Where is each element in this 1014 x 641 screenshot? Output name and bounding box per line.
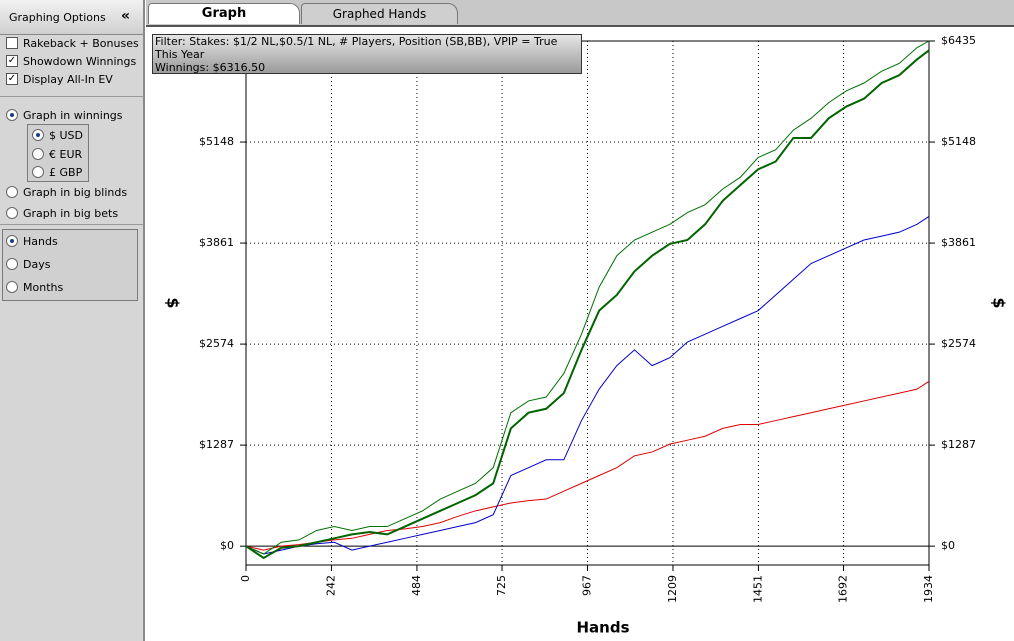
radio-dot <box>32 129 44 141</box>
series-line <box>245 216 930 555</box>
y-tick-label-right: $0 <box>941 539 955 552</box>
y-tick-label-right: $5148 <box>941 135 976 148</box>
sidebar: Graphing Options « Rakeback + Bonuses ✓ S… <box>0 0 145 641</box>
radio-label: £ GBP <box>49 165 83 179</box>
x-tick-label: 484 <box>410 575 423 596</box>
radio-dot <box>6 109 18 121</box>
tab[interactable]: Graphed Hands <box>301 3 458 24</box>
radio-dot <box>32 166 44 178</box>
radio[interactable]: Hands <box>6 233 58 249</box>
checkbox-box <box>6 37 18 49</box>
radio-label: € EUR <box>49 147 83 161</box>
radio-label: Days <box>23 257 51 271</box>
radio-dot <box>6 207 18 219</box>
checkbox[interactable]: ✓ Display All-In EV <box>6 71 113 87</box>
checkbox[interactable]: Rakeback + Bonuses <box>6 35 139 51</box>
x-tick-label: 1209 <box>666 575 679 603</box>
checkbox[interactable]: ✓ Showdown Winnings <box>6 53 136 69</box>
y-tick-label-right: $6435 <box>941 34 976 47</box>
y-tick-label: $5148 <box>199 135 234 148</box>
tab[interactable]: Graph <box>148 3 300 24</box>
radio[interactable]: € EUR <box>32 146 82 162</box>
series-line <box>245 49 930 560</box>
series-line <box>245 40 930 555</box>
y-tick-label: $0 <box>220 539 234 552</box>
filter-text: Filter: Stakes: $1/2 NL,$0.5/1 NL, # Pla… <box>155 35 558 48</box>
filter-box: Filter: Stakes: $1/2 NL,$0.5/1 NL, # Pla… <box>152 34 582 74</box>
radio[interactable]: £ GBP <box>32 164 82 180</box>
period-group <box>2 229 138 301</box>
sidebar-header: Graphing Options « <box>0 0 143 35</box>
radio-dot <box>6 186 18 198</box>
checkbox-box: ✓ <box>6 55 18 67</box>
tab-bar: Graph Graphed Hands <box>146 0 1014 27</box>
sidebar-title: Graphing Options <box>9 11 106 24</box>
y-tick-label: $1287 <box>199 438 234 451</box>
radio[interactable]: Days <box>6 256 50 272</box>
x-axis-label: Hands <box>576 619 629 637</box>
y-tick-label-right: $2574 <box>941 337 976 350</box>
radio[interactable]: Graph in big blinds <box>6 184 127 200</box>
radio[interactable]: $ USD <box>32 127 83 143</box>
y-tick-label: $3861 <box>199 236 234 249</box>
x-tick-label: 725 <box>495 575 508 596</box>
x-tick-label: 1451 <box>751 575 764 603</box>
checkbox-box: ✓ <box>6 73 18 85</box>
collapse-button[interactable]: « <box>121 8 131 24</box>
x-tick-label: 967 <box>581 575 594 596</box>
x-tick-label: 1934 <box>922 575 935 603</box>
y-tick-label-right: $1287 <box>941 438 976 451</box>
radio[interactable]: Graph in big bets <box>6 205 118 221</box>
radio-dot <box>6 281 18 293</box>
radio-dot <box>6 258 18 270</box>
separator <box>0 224 143 225</box>
radio-label: Months <box>23 280 64 294</box>
radio-label: Hands <box>23 234 58 248</box>
filter-winnings: Winnings: $6316.50 <box>155 61 266 74</box>
radio-dot <box>6 235 18 247</box>
y-tick-label: $2574 <box>199 337 234 350</box>
radio-label: Graph in big bets <box>23 206 119 220</box>
separator <box>0 96 143 97</box>
radio-dot <box>32 148 44 160</box>
y-axis-label-right: $ <box>990 297 1009 308</box>
filter-period: This Year <box>155 48 205 61</box>
checkbox-label: Showdown Winnings <box>23 54 137 68</box>
radio-label: Graph in winnings <box>23 108 123 122</box>
x-tick-label: 242 <box>324 575 337 596</box>
radio[interactable]: Months <box>6 279 63 295</box>
y-tick-label-right: $3861 <box>941 236 976 249</box>
checkbox-label: Rakeback + Bonuses <box>23 36 139 50</box>
radio-label: $ USD <box>49 128 83 142</box>
radio-label: Graph in big blinds <box>23 185 128 199</box>
series-line <box>245 380 930 551</box>
chart: Hands $ $ $0 $0 $1287 $1287 $2574 $2574 $3861 $… <box>164 34 1009 637</box>
x-tick-label: 1692 <box>837 575 850 603</box>
y-axis-label: $ <box>164 297 183 308</box>
x-tick-label: 0 <box>239 575 252 582</box>
radio[interactable]: Graph in winnings <box>6 107 123 123</box>
checkbox-label: Display All-In EV <box>23 72 113 86</box>
